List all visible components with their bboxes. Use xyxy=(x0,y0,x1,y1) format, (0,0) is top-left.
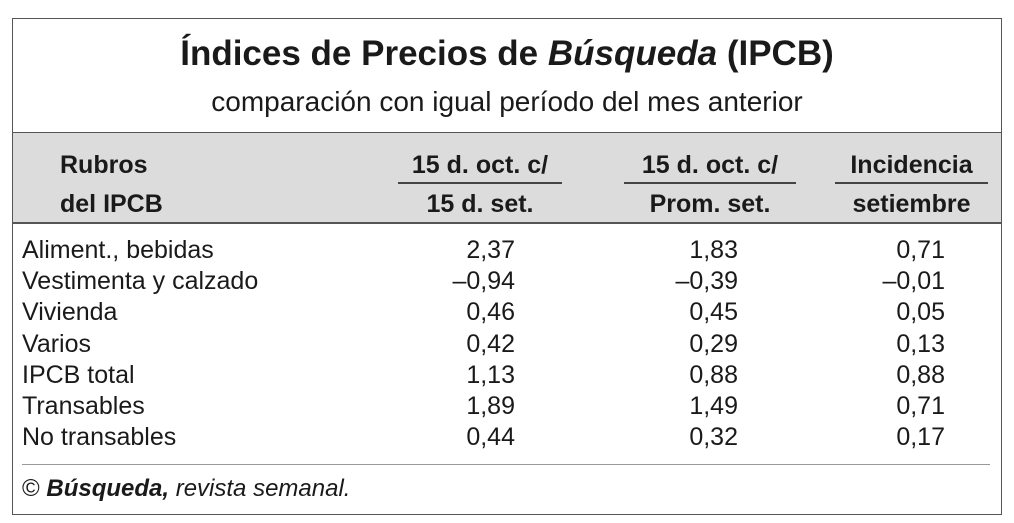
column-header: 15 d. oct. c/ xyxy=(624,150,796,184)
rule xyxy=(22,464,990,465)
cell-value: 1,89 xyxy=(466,392,515,420)
row-label: Vestimenta y calzado xyxy=(22,267,259,296)
subtitle: comparación con igual período del mes an… xyxy=(211,86,803,117)
row-label: IPCB total xyxy=(22,360,135,389)
cell-value: 0,44 xyxy=(466,423,515,452)
column-header: Prom. set. xyxy=(649,190,771,218)
footer: © Búsqueda, revista semanal. xyxy=(22,475,350,503)
cell-value: 0,13 xyxy=(896,329,945,358)
cell-value: 0,45 xyxy=(689,298,738,327)
row-label: Transables xyxy=(22,392,145,420)
column-header: 15 d. set. xyxy=(426,190,534,218)
header-band xyxy=(13,133,1001,222)
title: Índices de Precios de Búsqueda (IPCB) xyxy=(0,34,1014,74)
cell-value: 1,83 xyxy=(689,236,738,264)
column-header: 15 d. oct. c/ xyxy=(398,150,562,184)
cell-value: 0,17 xyxy=(896,423,945,452)
cell-value: 0,46 xyxy=(466,298,515,327)
cell-value: –0,01 xyxy=(882,267,945,296)
cell-value: 0,88 xyxy=(896,360,945,389)
title-text: (IPCB) xyxy=(726,34,834,73)
rule xyxy=(13,132,1001,134)
cell-value: 0,32 xyxy=(689,423,738,452)
cell-value: 0,71 xyxy=(896,392,945,420)
frame xyxy=(12,18,1002,515)
cell-value: 0,42 xyxy=(466,329,515,358)
copyright: © xyxy=(22,475,40,502)
row-label: Vivienda xyxy=(22,298,118,327)
column-header: del IPCB xyxy=(60,190,163,218)
cell-value: –0,94 xyxy=(452,267,515,296)
title-text: Índices de Precios de xyxy=(180,34,539,73)
column-header: setiembre xyxy=(852,190,971,218)
cell-value: 2,37 xyxy=(466,236,515,264)
cell-value: 0,29 xyxy=(689,329,738,358)
row-label: Aliment., bebidas xyxy=(22,236,214,264)
cell-value: 0,05 xyxy=(896,298,945,327)
source: Búsqueda, xyxy=(46,475,170,502)
source-note: revista semanal. xyxy=(175,475,351,502)
row-label: Varios xyxy=(22,329,92,358)
cell-value: 0,88 xyxy=(689,360,738,389)
cell-value: –0,39 xyxy=(675,267,738,296)
row-label: No transables xyxy=(22,423,177,452)
cell-value: 1,13 xyxy=(466,360,515,389)
column-header: Incidencia xyxy=(835,150,988,184)
title-italic: Búsqueda xyxy=(547,34,718,73)
column-header: Rubros xyxy=(60,151,148,179)
rule xyxy=(13,222,1001,224)
cell-value: 0,71 xyxy=(896,236,945,264)
cell-value: 1,49 xyxy=(689,392,738,420)
